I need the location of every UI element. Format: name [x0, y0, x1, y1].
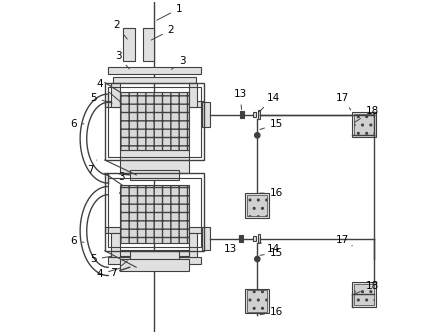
- Bar: [105, 83, 204, 160]
- Text: 2: 2: [151, 25, 174, 40]
- Bar: [258, 234, 260, 243]
- Text: 7: 7: [110, 261, 127, 277]
- Bar: [105, 227, 204, 233]
- Bar: [123, 28, 135, 61]
- Text: 6: 6: [70, 119, 84, 129]
- Bar: [120, 259, 189, 271]
- Text: 3: 3: [118, 172, 130, 187]
- Bar: [247, 290, 267, 312]
- Bar: [120, 93, 189, 150]
- Text: 14: 14: [259, 93, 280, 112]
- Text: 16: 16: [260, 188, 283, 198]
- Text: 3: 3: [171, 56, 186, 69]
- Bar: [189, 233, 197, 257]
- Bar: [354, 114, 374, 135]
- Bar: [239, 235, 243, 242]
- Bar: [189, 83, 197, 107]
- Text: 16: 16: [260, 307, 283, 317]
- Text: 4: 4: [97, 80, 121, 102]
- Text: 18: 18: [355, 281, 379, 294]
- Bar: [353, 112, 376, 137]
- Bar: [105, 173, 204, 251]
- Bar: [254, 236, 256, 241]
- Text: 13: 13: [234, 89, 247, 110]
- Bar: [113, 77, 196, 83]
- Bar: [354, 284, 374, 305]
- Bar: [111, 233, 120, 257]
- Bar: [111, 83, 120, 107]
- Bar: [143, 28, 155, 61]
- Bar: [130, 170, 179, 180]
- Bar: [353, 282, 376, 307]
- Bar: [130, 251, 179, 261]
- Text: 1: 1: [157, 4, 182, 20]
- Text: 13: 13: [224, 237, 240, 254]
- Bar: [113, 250, 196, 256]
- Bar: [108, 178, 201, 247]
- Text: 15: 15: [260, 119, 283, 130]
- Text: 6: 6: [70, 236, 84, 246]
- Bar: [202, 227, 210, 250]
- Bar: [240, 111, 244, 118]
- Bar: [108, 88, 201, 157]
- Text: 7: 7: [87, 160, 97, 175]
- Text: 2: 2: [113, 20, 127, 39]
- Bar: [245, 193, 269, 218]
- Text: 5: 5: [90, 254, 112, 264]
- Text: 17: 17: [336, 234, 353, 246]
- Bar: [108, 67, 201, 74]
- Text: 15: 15: [260, 248, 283, 258]
- Bar: [120, 185, 189, 242]
- Text: 17: 17: [336, 93, 351, 110]
- Text: 18: 18: [355, 106, 379, 122]
- Circle shape: [255, 256, 260, 262]
- Bar: [254, 112, 256, 117]
- Bar: [105, 101, 204, 107]
- Bar: [202, 102, 210, 127]
- Circle shape: [255, 133, 260, 138]
- Bar: [258, 110, 260, 119]
- Bar: [245, 289, 269, 313]
- Bar: [120, 150, 189, 173]
- Bar: [108, 257, 201, 264]
- Text: 4: 4: [97, 268, 120, 279]
- Text: 14: 14: [260, 242, 280, 254]
- Text: 5: 5: [90, 93, 112, 103]
- Text: 3: 3: [115, 51, 129, 69]
- Bar: [247, 195, 267, 216]
